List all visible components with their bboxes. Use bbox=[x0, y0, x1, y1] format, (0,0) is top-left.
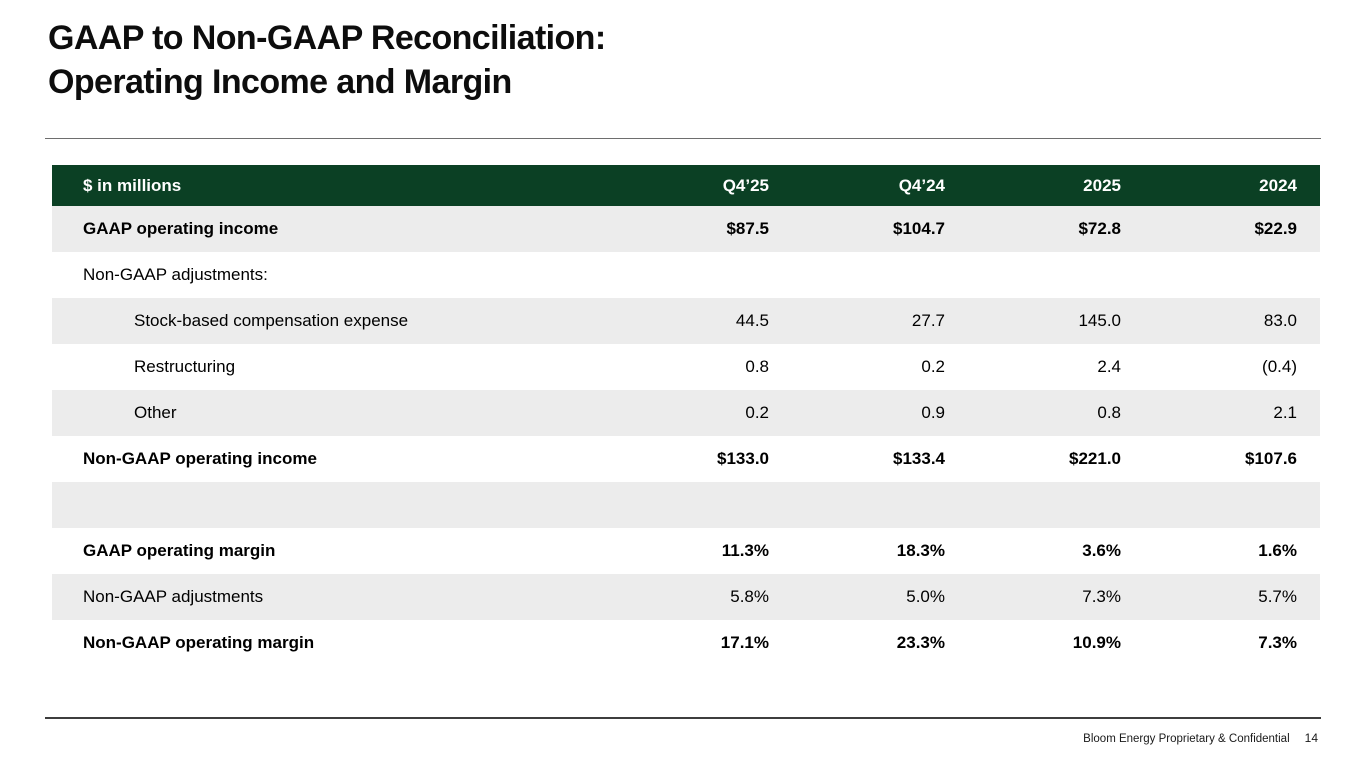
row-value: $22.9 bbox=[1254, 219, 1297, 238]
row-value: 18.3% bbox=[896, 541, 945, 560]
reconciliation-table: $ in millions Q4’25 Q4’24 2025 2024 GAAP op… bbox=[52, 165, 1320, 666]
table-row: Non-GAAP adjustments 5.8% 5.0% 7.3% 5.7% bbox=[52, 574, 1320, 620]
table-unit-label: $ in millions bbox=[83, 175, 182, 195]
row-label: Non-GAAP operating margin bbox=[83, 633, 315, 652]
table-header-row: $ in millions Q4’25 Q4’24 2025 2024 bbox=[52, 165, 1320, 206]
row-label: Non-GAAP operating income bbox=[83, 449, 317, 468]
title-divider bbox=[45, 138, 1321, 139]
row-value: 83.0 bbox=[1263, 311, 1297, 330]
row-value: 0.9 bbox=[921, 403, 945, 422]
row-value: 5.8% bbox=[730, 587, 769, 606]
row-value: 23.3% bbox=[896, 633, 945, 652]
row-value: 44.5 bbox=[735, 311, 769, 330]
row-value: 0.8 bbox=[745, 357, 769, 376]
row-value: $87.5 bbox=[726, 219, 769, 238]
row-value: 11.3% bbox=[721, 541, 769, 560]
row-value: 7.3% bbox=[1258, 633, 1297, 652]
page-title: GAAP to Non-GAAP Reconciliation: Operati… bbox=[48, 16, 606, 104]
row-value: $133.0 bbox=[717, 449, 769, 468]
footer: Bloom Energy Proprietary & Confidential … bbox=[1083, 731, 1318, 745]
row-label: Restructuring bbox=[134, 357, 236, 376]
row-label: Stock-based compensation expense bbox=[134, 311, 409, 330]
row-value: 27.7 bbox=[911, 311, 945, 330]
row-value: 10.9% bbox=[1072, 633, 1121, 652]
row-value: 5.7% bbox=[1258, 587, 1297, 606]
row-label: Other bbox=[134, 403, 177, 422]
row-value: 2.1 bbox=[1273, 403, 1297, 422]
table-row: GAAP operating margin 11.3% 18.3% 3.6% 1.6% bbox=[52, 528, 1320, 574]
row-value: $221.0 bbox=[1069, 449, 1121, 468]
row-label: Non-GAAP adjustments bbox=[83, 587, 264, 606]
row-label: Non-GAAP adjustments: bbox=[83, 265, 268, 284]
row-value: 0.2 bbox=[745, 403, 769, 422]
row-value: $107.6 bbox=[1245, 449, 1297, 468]
row-value: 7.3% bbox=[1082, 587, 1121, 606]
column-header-3: 2024 bbox=[1259, 175, 1297, 195]
row-label: GAAP operating income bbox=[83, 219, 279, 238]
row-value: 0.8 bbox=[1097, 403, 1121, 422]
column-header-1: Q4’24 bbox=[898, 175, 945, 195]
column-header-0: Q4’25 bbox=[722, 175, 769, 195]
row-value: 3.6% bbox=[1082, 541, 1121, 560]
row-value: $104.7 bbox=[893, 219, 945, 238]
column-header-2: 2025 bbox=[1083, 175, 1121, 195]
row-value: 17.1% bbox=[720, 633, 769, 652]
table-row: Non-GAAP adjustments: bbox=[52, 252, 1320, 298]
page-number: 14 bbox=[1304, 731, 1318, 745]
row-value: 5.0% bbox=[906, 587, 945, 606]
page-title-line2: Operating Income and Margin bbox=[48, 63, 512, 101]
row-value: 0.2 bbox=[921, 357, 945, 376]
row-label: GAAP operating margin bbox=[83, 541, 276, 560]
row-value: 1.6% bbox=[1258, 541, 1297, 560]
footer-divider bbox=[45, 717, 1321, 719]
row-value: 145.0 bbox=[1078, 311, 1121, 330]
row-value: $72.8 bbox=[1078, 219, 1121, 238]
spacer-row bbox=[52, 482, 1320, 528]
table-row: Other 0.2 0.9 0.8 2.1 bbox=[52, 390, 1320, 436]
table-row: Restructuring 0.8 0.2 2.4 (0.4) bbox=[52, 344, 1320, 390]
table-row: Non-GAAP operating income $133.0 $133.4 $22… bbox=[52, 436, 1320, 482]
table-body: GAAP operating income $87.5 $104.7 $72.8 $22… bbox=[52, 206, 1320, 666]
row-value: $133.4 bbox=[893, 449, 945, 468]
table-row: Non-GAAP operating margin 17.1% 23.3% 10.9%… bbox=[52, 620, 1320, 666]
page-title-line1: GAAP to Non-GAAP Reconciliation: bbox=[48, 19, 606, 57]
footer-confidential-text: Bloom Energy Proprietary & Confidential bbox=[1083, 733, 1290, 745]
row-value: 2.4 bbox=[1097, 357, 1121, 376]
row-value: (0.4) bbox=[1262, 357, 1297, 376]
table-row: Stock-based compensation expense 44.5 27.7… bbox=[52, 298, 1320, 344]
table-row: GAAP operating income $87.5 $104.7 $72.8 $22… bbox=[52, 206, 1320, 252]
